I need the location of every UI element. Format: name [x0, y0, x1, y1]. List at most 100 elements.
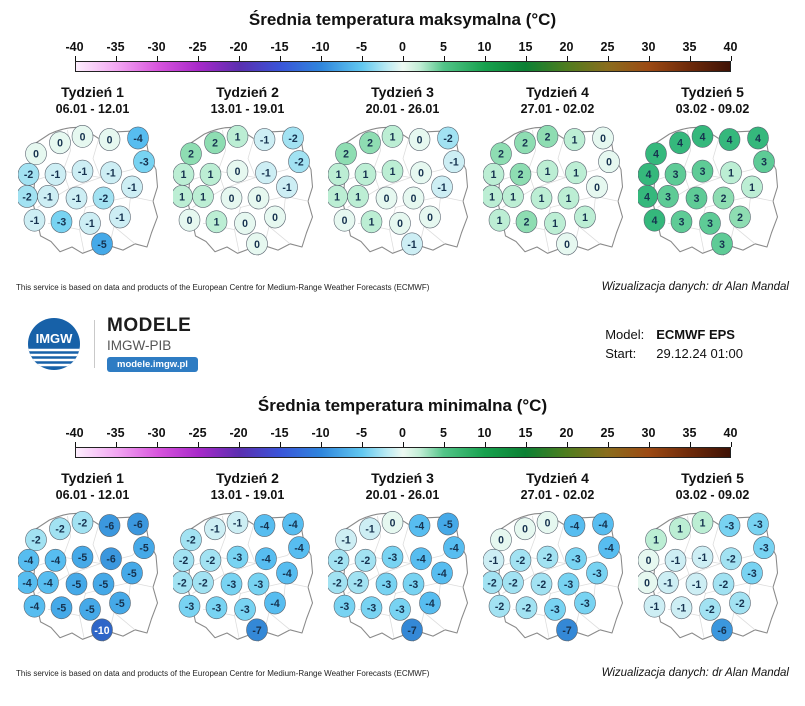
colorbar-tick-mark: [115, 442, 117, 447]
temp-marker: 2: [489, 142, 512, 166]
temp-marker: 1: [543, 211, 566, 235]
brand-website-badge[interactable]: modele.imgw.pl: [107, 357, 198, 372]
temp-marker: 0: [226, 159, 248, 183]
temp-marker: 1: [564, 161, 587, 185]
temp-value: 0: [234, 166, 240, 178]
region-border-line: [113, 612, 135, 631]
temp-marker: 0: [418, 205, 441, 229]
colorbar-tick-label: -25: [188, 40, 207, 54]
region-border-line: [578, 612, 600, 631]
temp-value: 1: [728, 167, 734, 179]
region-border-line: [402, 523, 411, 564]
temp-value: 4: [645, 169, 651, 181]
temp-marker: -4: [17, 571, 38, 594]
temp-value: 1: [489, 191, 495, 203]
temp-value: 0: [255, 193, 261, 205]
colorbar-tick-label: -5: [355, 40, 368, 54]
temp-value: -1: [407, 239, 416, 251]
temp-value: 1: [677, 523, 683, 535]
colorbar-tick-mark: [320, 56, 322, 61]
temp-value: 1: [179, 191, 185, 203]
ecmwf-attribution: This service is based on data and produc…: [16, 283, 430, 292]
temp-marker: -4: [17, 548, 39, 572]
temp-value: 0: [544, 517, 550, 529]
colorbar-tick-mark: [525, 56, 527, 61]
visualization-credit: Wizualizacja danych: dr Alan Mandal: [601, 281, 789, 293]
week-dates: 20.01 - 26.01: [365, 488, 440, 502]
temp-marker: 1: [573, 205, 596, 229]
region-border-line: [92, 523, 101, 564]
colorbar-tick-label: 20: [559, 426, 574, 440]
temp-value: -2: [98, 193, 107, 205]
temp-value: 1: [213, 216, 219, 228]
temp-value: -2: [487, 577, 496, 589]
temp-marker: -2: [712, 572, 734, 596]
colorbar-tick-mark: [156, 442, 158, 447]
temp-marker: 1: [360, 210, 382, 234]
temp-value: -3: [387, 552, 396, 564]
temp-value: -1: [649, 601, 658, 613]
region-border-line: [557, 137, 566, 178]
temp-marker: 1: [482, 162, 504, 186]
temp-marker: 3: [710, 232, 733, 256]
colorbar-tick-mark: [484, 442, 486, 447]
colorbar-tick-label: 15: [518, 426, 533, 440]
temp-value: -2: [205, 555, 214, 567]
temp-marker: -6: [710, 618, 733, 642]
temp-value: -4: [23, 555, 32, 567]
colorbar-tick-labels: -40 -35 -30 -25 -20 -15 -10 -5 0 5 10 15 20 25 30 35 40: [65, 426, 737, 447]
temp-marker: -5: [71, 545, 93, 569]
temp-marker: -2: [172, 548, 194, 572]
temp-marker: 4: [643, 208, 665, 232]
week-dates: 03.02 - 09.02: [675, 102, 750, 116]
temp-marker: -1: [275, 175, 298, 199]
temp-marker: -3: [746, 512, 769, 536]
temp-marker: 0: [591, 126, 614, 150]
temp-value: 0: [79, 131, 85, 143]
temp-marker: 1: [740, 175, 763, 199]
temp-value: -2: [288, 133, 297, 145]
region-border-line: [688, 563, 721, 575]
imgw-brand-block: IMGW MODELE IMGW-PIB modele.imgw.pl: [26, 315, 198, 372]
temp-value: -4: [437, 568, 446, 580]
region-border-line: [533, 177, 566, 189]
temp-value: -1: [127, 182, 136, 194]
colorbar-tick-mark: [115, 56, 117, 61]
temp-marker: 4: [637, 162, 659, 186]
region-border-line: [688, 177, 721, 189]
temp-marker: 3: [685, 186, 707, 210]
temp-marker: -2: [509, 548, 531, 572]
temp-value: -4: [294, 542, 303, 554]
temp-value: -6: [717, 625, 726, 637]
temp-marker: 2: [728, 205, 751, 229]
temp-value: 2: [367, 137, 373, 149]
temp-value: -3: [571, 553, 580, 565]
temp-value: -3: [226, 579, 235, 591]
colorbar-tick-mark: [525, 442, 527, 447]
week-panel: Tydzień 5 03.02 - 09.02 1 1 -3 -3 1 -3 0 -1 -1 -2 0-…: [636, 470, 789, 663]
temp-value: -2: [294, 156, 303, 168]
region-border-line: [378, 177, 411, 189]
temp-value: 2: [720, 193, 726, 205]
temp-marker: 0: [220, 186, 242, 210]
colorbar-tick-mark: [402, 442, 404, 447]
temp-marker: -2: [698, 597, 721, 621]
temp-value: 0: [254, 239, 260, 251]
colorbar-tick-mark: [402, 56, 404, 61]
min-colorbar: -40 -35 -30 -25 -20 -15 -10 -5 0 5 10 15 20 25 30 35 40: [65, 426, 737, 458]
colorbar-tick-label: -15: [270, 40, 289, 54]
week-panel: Tydzień 2 13.01 - 19.01 2 1 -1 -2 2 -2 1 1 0 -1 1 1 0 0…: [171, 84, 324, 277]
temp-marker: -3: [573, 591, 596, 615]
temp-marker: -2: [17, 185, 38, 208]
temp-value: 4: [726, 134, 732, 146]
temp-marker: -5: [90, 232, 113, 256]
region-border-line: [247, 523, 256, 564]
brand-product-name: MODELE: [107, 315, 192, 336]
temp-value: 0: [341, 215, 347, 227]
temp-value: 1: [582, 212, 588, 224]
temp-marker: -1: [23, 208, 45, 232]
temp-value: -3: [253, 579, 262, 591]
temp-value: 3: [665, 191, 671, 203]
